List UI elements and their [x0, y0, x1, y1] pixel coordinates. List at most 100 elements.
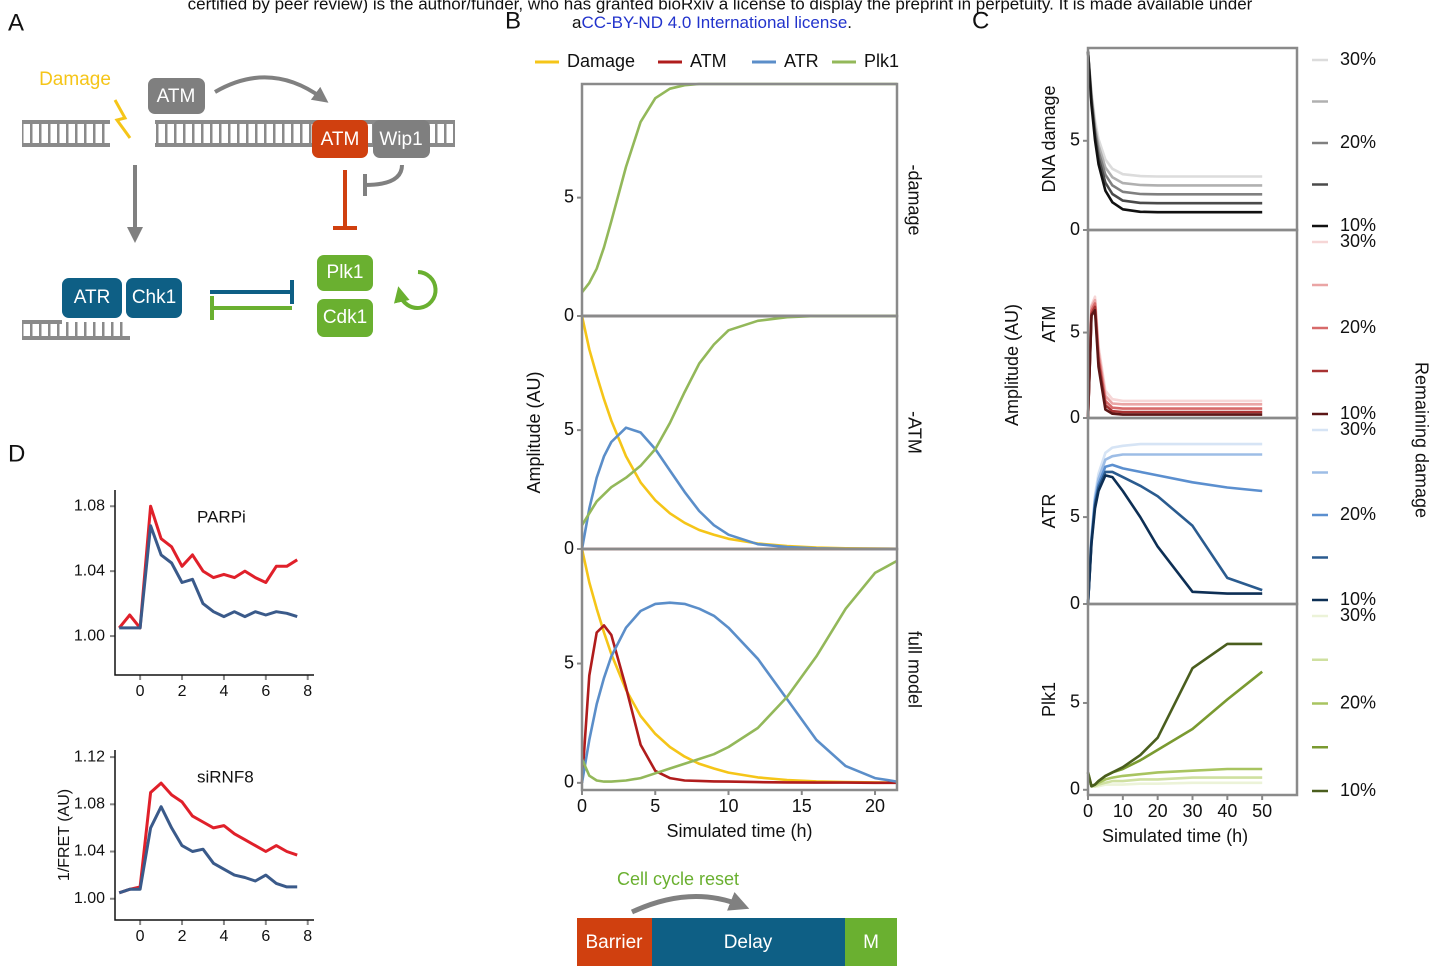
series-line [582, 316, 897, 549]
y-tick-label: 5 [1070, 692, 1080, 712]
damage-label: Damage [39, 69, 111, 90]
annotation: siRNF8 [197, 767, 254, 786]
x-tick-label: 30 [1182, 801, 1202, 821]
y-axis-title: 1/FRET (AU) [56, 789, 73, 881]
y-tick-label: 0 [1070, 593, 1080, 613]
series-line [582, 625, 897, 782]
y-axis-title: ATM [1039, 306, 1059, 343]
chk1-label: Chk1 [132, 287, 176, 308]
x-axis-title: Simulated time (h) [666, 821, 812, 841]
x-tick-label: 8 [303, 928, 312, 945]
series-line [1088, 52, 1262, 195]
arrow [632, 896, 740, 912]
y-tick-label: 5 [1070, 506, 1080, 526]
x-tick-label: 0 [136, 683, 145, 700]
inhibition [210, 280, 292, 304]
y-tick-label: 5 [564, 419, 574, 439]
series-line [1088, 472, 1262, 604]
y-axis-title: ATR [1039, 494, 1059, 529]
x-tick-label: 50 [1252, 801, 1272, 821]
legend-title: Remaining damage [1411, 362, 1431, 518]
figure: certified by peer review) is the author/… [0, 0, 1441, 970]
y-tick-label: 0 [564, 305, 574, 325]
x-tick-label: 0 [577, 796, 587, 816]
y-axis-title: DNA damage [1039, 85, 1059, 192]
plot-frame [582, 549, 897, 790]
atr-label: ATR [74, 287, 111, 308]
y-tick-label: 0 [1070, 219, 1080, 239]
header-line: certified by peer review) is the author/… [188, 0, 1253, 13]
y-tick-label: 0 [564, 538, 574, 558]
legend-label: 20% [1340, 692, 1376, 712]
license-link[interactable]: CC-BY-ND 4.0 International license [581, 13, 847, 32]
x-tick-label: 6 [261, 683, 270, 700]
x-tick-label: 0 [136, 928, 145, 945]
cdk1-label: Cdk1 [323, 307, 367, 328]
legend-label: 10% [1340, 780, 1376, 800]
legend-label: ATR [784, 51, 819, 71]
y-axis-title: Plk1 [1039, 682, 1059, 717]
y-tick-label: 5 [564, 652, 574, 672]
x-tick-label: 4 [219, 928, 228, 945]
series-line [582, 603, 897, 783]
x-tick-label: 0 [1083, 801, 1093, 821]
series-line [1088, 52, 1262, 177]
legend-label: ATM [690, 51, 727, 71]
series-line [1088, 644, 1262, 786]
y-tick-label: 1.08 [74, 497, 105, 514]
strip-label: full model [904, 631, 924, 708]
x-tick-label: 6 [261, 928, 270, 945]
header-line: aCC-BY-ND 4.0 International license. [572, 13, 852, 32]
y-tick-label: 5 [1070, 321, 1080, 341]
x-axis-title: Simulated time (h) [1102, 826, 1248, 846]
y-tick-label: 0 [1070, 407, 1080, 427]
panel-letter: B [505, 7, 521, 34]
pathway-diagram: Damage ATM ATM Wip1 ATR Chk1 Plk1 Cdk1 [22, 69, 455, 338]
legend-label: 20% [1340, 504, 1376, 524]
legend-label: 30% [1340, 605, 1376, 625]
reset-bar: Cell cycle reset Barrier Delay M [577, 869, 897, 966]
legend-label: Damage [567, 51, 635, 71]
y-tick-label: 0 [564, 772, 574, 792]
legend-label: 30% [1340, 231, 1376, 251]
x-tick-label: 2 [178, 928, 187, 945]
x-tick-label: 15 [792, 796, 812, 816]
legend-label: 30% [1340, 419, 1376, 439]
segment-label: Barrier [585, 932, 643, 953]
y-tick-label: 1.04 [74, 562, 105, 579]
inhibition [365, 165, 402, 196]
reset-label: Cell cycle reset [617, 869, 739, 889]
x-tick-label: 8 [303, 683, 312, 700]
segment-label: Delay [724, 932, 773, 953]
panel-letter: C [972, 7, 989, 34]
legend-label: 20% [1340, 132, 1376, 152]
series-line [119, 783, 297, 893]
plot-frame [1088, 604, 1297, 795]
series-line [582, 561, 897, 782]
strip-label: -ATM [904, 411, 924, 454]
x-tick-label: 2 [178, 683, 187, 700]
feedback-arrow [400, 272, 436, 308]
dna [22, 322, 127, 338]
annotation: PARPi [197, 507, 246, 526]
x-tick-label: 10 [1113, 801, 1133, 821]
y-tick-label: 5 [1070, 130, 1080, 150]
legend-label: 30% [1340, 49, 1376, 69]
segment-label: M [863, 932, 879, 953]
plot-frame [582, 84, 897, 316]
series-line [582, 316, 897, 525]
series-line [1088, 475, 1262, 604]
legend-label: Plk1 [864, 51, 899, 71]
plot-frame [582, 316, 897, 549]
x-tick-label: 5 [650, 796, 660, 816]
series-line [1088, 52, 1262, 213]
plot-frame [1088, 230, 1297, 418]
dna [22, 122, 110, 145]
y-tick-label: 5 [564, 186, 574, 206]
x-tick-label: 10 [718, 796, 738, 816]
inhibition [333, 170, 357, 228]
plk1-label: Plk1 [327, 262, 364, 283]
wip1-label: Wip1 [379, 129, 422, 150]
panel-letter: A [8, 9, 24, 36]
series-line [1088, 465, 1262, 604]
